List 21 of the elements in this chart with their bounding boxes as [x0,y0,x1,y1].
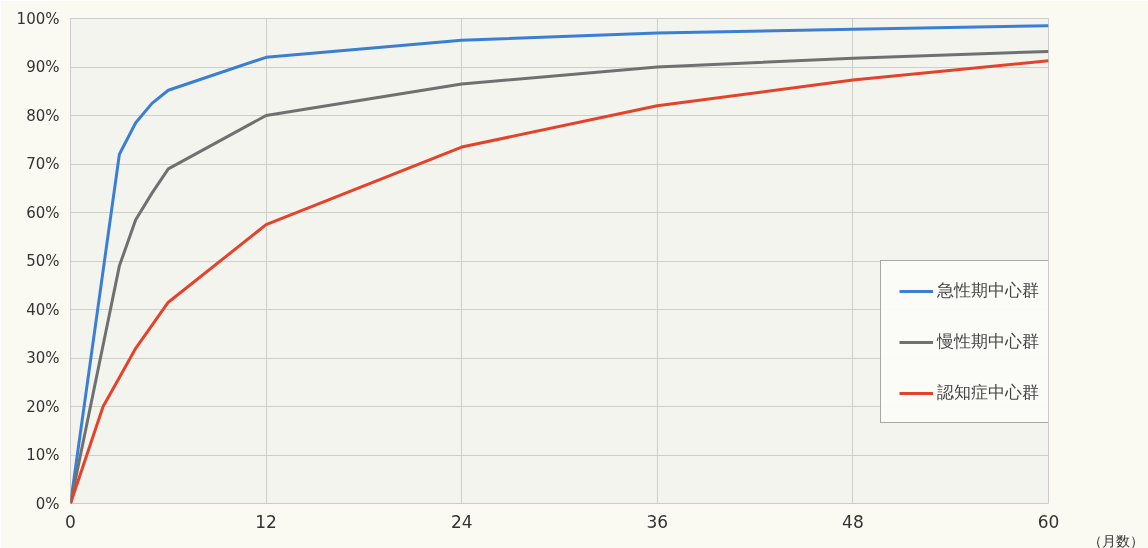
legend-label: 慢性期中心群 [937,330,1039,353]
y-tick-label: 0% [35,494,60,513]
y-tick-label: 40% [26,300,60,319]
x-tick-label: 60 [1037,511,1060,532]
y-tick-label: 60% [26,203,60,222]
y-tick-label: 20% [26,397,60,416]
y-tick-label: 90% [26,58,60,76]
x-axis-title: （月数） [1087,532,1144,548]
x-tick-label: 24 [450,511,473,532]
y-tick-label: 70% [26,155,60,173]
legend-label: 認知症中心群 [937,381,1039,404]
y-tick-label: 30% [26,349,60,367]
y-tick-label: 50% [26,252,60,270]
y-tick-label: 100% [16,9,60,28]
legend-label: 急性期中心群 [937,279,1039,302]
x-tick-label: 36 [646,511,669,532]
y-tick-label: 80% [26,106,60,125]
y-tick-label: 10% [26,446,60,464]
x-tick-label: 12 [255,511,277,532]
x-tick-label: 48 [842,511,864,532]
x-tick-label: 0 [65,511,76,532]
